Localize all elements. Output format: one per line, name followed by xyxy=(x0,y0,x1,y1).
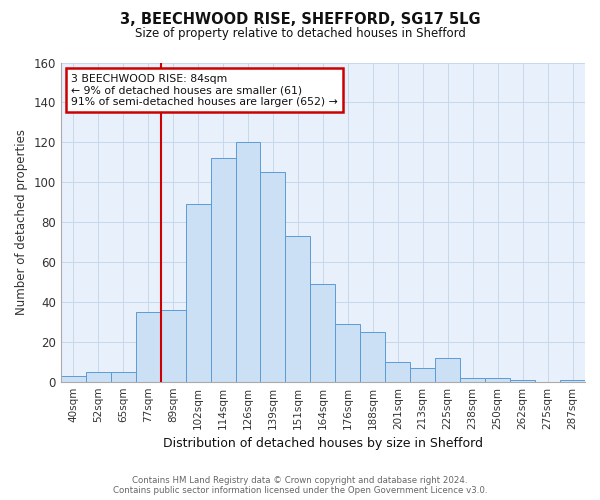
Bar xyxy=(161,310,185,382)
Text: Contains HM Land Registry data © Crown copyright and database right 2024.
Contai: Contains HM Land Registry data © Crown c… xyxy=(113,476,487,495)
Bar xyxy=(485,378,510,382)
Text: 3 BEECHWOOD RISE: 84sqm
← 9% of detached houses are smaller (61)
91% of semi-det: 3 BEECHWOOD RISE: 84sqm ← 9% of detached… xyxy=(71,74,338,107)
Bar xyxy=(410,368,435,382)
Y-axis label: Number of detached properties: Number of detached properties xyxy=(15,129,28,315)
Bar xyxy=(460,378,485,382)
Bar xyxy=(310,284,335,382)
Bar xyxy=(335,324,361,382)
Text: 3, BEECHWOOD RISE, SHEFFORD, SG17 5LG: 3, BEECHWOOD RISE, SHEFFORD, SG17 5LG xyxy=(119,12,481,28)
Bar xyxy=(260,172,286,382)
Bar xyxy=(435,358,460,382)
Text: Size of property relative to detached houses in Shefford: Size of property relative to detached ho… xyxy=(134,28,466,40)
Bar xyxy=(361,332,385,382)
Bar xyxy=(136,312,161,382)
Bar xyxy=(211,158,236,382)
Bar xyxy=(61,376,86,382)
Bar xyxy=(286,236,310,382)
Bar xyxy=(86,372,111,382)
Bar xyxy=(111,372,136,382)
Bar xyxy=(510,380,535,382)
X-axis label: Distribution of detached houses by size in Shefford: Distribution of detached houses by size … xyxy=(163,437,483,450)
Bar xyxy=(236,142,260,382)
Bar xyxy=(185,204,211,382)
Bar xyxy=(560,380,585,382)
Bar xyxy=(385,362,410,382)
